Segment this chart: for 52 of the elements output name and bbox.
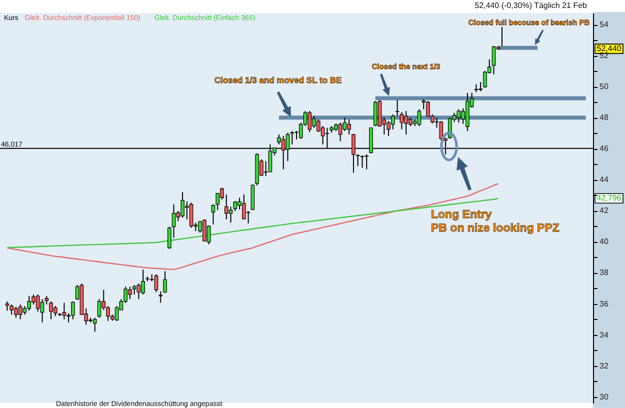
annotation: Long Entry PB on nize looking PPZ (431, 209, 560, 234)
y-tick-label: 52 (600, 51, 609, 60)
chart-title: 52,440 (-0,30%) Täglich 21 Feb (474, 1, 588, 10)
candlestick (492, 46, 496, 75)
candlestick (211, 204, 216, 225)
candlestick (364, 154, 369, 170)
candlestick (97, 298, 102, 318)
candlestick (154, 274, 158, 293)
candlestick (290, 130, 294, 145)
annotation: 42,796 (596, 193, 622, 202)
y-tick-label: 38 (600, 268, 609, 278)
candlestick (36, 294, 40, 312)
y-tick-label: 36 (600, 299, 609, 308)
candlestick (92, 317, 97, 332)
candlestick (158, 290, 163, 304)
candlestick (478, 82, 483, 92)
candlestick (163, 270, 167, 294)
y-tick-label: 34 (600, 330, 609, 340)
candlestick (356, 154, 360, 167)
candlestick (224, 194, 228, 220)
y-tick-label: 44 (600, 175, 609, 184)
y-tick-label: 40 (600, 237, 609, 246)
candlestick (167, 226, 172, 250)
annotation: Closed 1/3 and moved SL to BE (214, 75, 342, 85)
candlestick (233, 200, 238, 212)
candlestick (189, 202, 194, 228)
y-tick-label: 30 (600, 392, 609, 402)
candlestick (40, 298, 44, 323)
candlestick (374, 100, 378, 127)
candlestick (360, 154, 364, 168)
candlestick (395, 99, 400, 117)
candlestick (27, 296, 32, 312)
candlestick (347, 118, 351, 135)
y-tick-label: 42 (600, 206, 609, 216)
y-tick-label: 50 (600, 82, 609, 92)
candlestick (141, 269, 145, 295)
candlestick (342, 117, 347, 132)
y-tick-label: 54 (600, 20, 609, 30)
candlestick (132, 284, 136, 295)
candlestick (18, 304, 22, 320)
candlestick (5, 300, 10, 312)
candlestick (172, 204, 176, 238)
candlestick (400, 112, 404, 130)
y-tick-label: 48 (600, 113, 609, 122)
candlestick (136, 283, 141, 300)
candlestick (439, 120, 444, 140)
y-tick-label: 46 (600, 144, 609, 154)
candlestick (308, 110, 312, 133)
annotation: 52,440 (596, 44, 622, 53)
y-tick-label: 32 (600, 361, 609, 370)
candlestick (456, 108, 461, 124)
candlestick (417, 108, 422, 127)
